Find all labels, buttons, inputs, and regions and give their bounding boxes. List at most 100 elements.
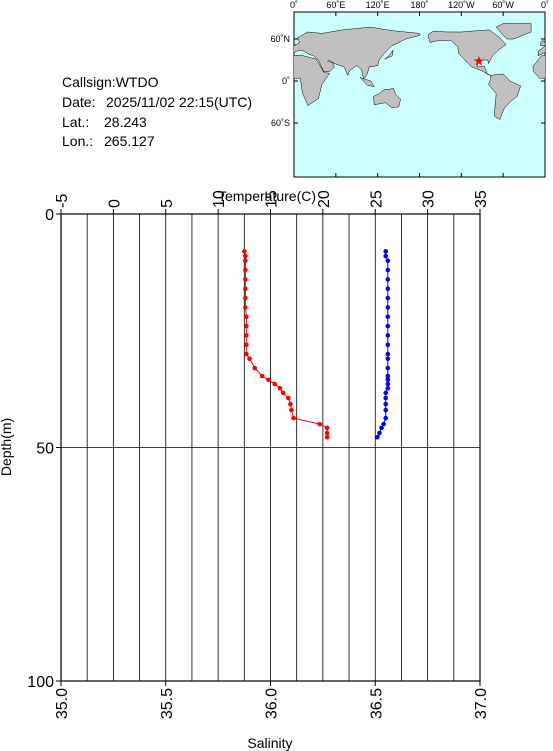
profile-point bbox=[243, 253, 248, 259]
profile-point bbox=[383, 395, 389, 401]
map-lon-label: 180˚ bbox=[410, 0, 428, 10]
profile-point bbox=[252, 365, 258, 371]
profile-point bbox=[289, 407, 294, 413]
profile-point bbox=[277, 385, 283, 391]
profile-point bbox=[247, 356, 252, 362]
continent bbox=[177, 30, 255, 76]
profile-point bbox=[383, 407, 389, 413]
continent bbox=[488, 73, 521, 120]
profile-point bbox=[385, 277, 391, 282]
profile-point bbox=[383, 401, 389, 407]
profile-point bbox=[385, 373, 391, 379]
profile-point bbox=[324, 434, 330, 440]
profile-point bbox=[244, 323, 249, 329]
map-lon-label: 0˚ bbox=[290, 0, 298, 10]
x2-tick-label: 35 bbox=[473, 190, 490, 208]
profile-point bbox=[385, 258, 391, 264]
profile-point bbox=[288, 401, 293, 407]
profile-point bbox=[266, 377, 271, 383]
continent bbox=[532, 55, 545, 79]
continent bbox=[294, 54, 331, 106]
x2-tick-label: 25 bbox=[368, 190, 385, 208]
x2-tick-label: 5 bbox=[159, 199, 176, 208]
profile-point bbox=[244, 351, 249, 357]
map-lat-label: 60˚S bbox=[271, 118, 290, 128]
profile-point bbox=[385, 333, 391, 338]
x2-tick-label: 20 bbox=[316, 190, 333, 208]
x-tick-label: 36.5 bbox=[368, 688, 385, 719]
profile-point bbox=[383, 390, 389, 396]
x2-tick-label: 0 bbox=[106, 199, 123, 208]
profile-point bbox=[385, 323, 391, 329]
map-land bbox=[177, 23, 545, 120]
profile-point bbox=[385, 377, 391, 383]
profile-point bbox=[243, 295, 248, 301]
lat-label: Lat.: bbox=[62, 114, 89, 130]
profile-point bbox=[244, 333, 249, 338]
map-lon-label: 120˚E bbox=[366, 0, 390, 10]
profile-point bbox=[377, 430, 382, 436]
profile-point bbox=[243, 305, 248, 310]
y-tick-label: 0 bbox=[45, 207, 54, 224]
profile-point bbox=[244, 342, 249, 348]
profile-point bbox=[385, 267, 391, 273]
profile-point bbox=[385, 365, 391, 371]
continent bbox=[495, 23, 532, 40]
profile-point bbox=[385, 286, 391, 292]
profile-point bbox=[385, 314, 391, 320]
map-lat-label: 0˚ bbox=[282, 76, 290, 86]
profile-point bbox=[324, 425, 330, 431]
profile-point bbox=[383, 253, 389, 259]
x-tick-label: 37.0 bbox=[473, 688, 490, 719]
profile-point bbox=[280, 390, 286, 396]
profile-point bbox=[291, 415, 296, 421]
y-tick-label: 100 bbox=[27, 674, 54, 691]
profile-point bbox=[385, 342, 391, 348]
date: 2025/11/02 22:15(UTC) bbox=[106, 94, 252, 110]
callsign: Callsign:WTDO bbox=[62, 74, 159, 90]
profile-point bbox=[385, 356, 391, 362]
profile-point bbox=[385, 351, 391, 357]
profile-point bbox=[243, 286, 248, 292]
profile-point bbox=[385, 381, 391, 387]
profile-point bbox=[242, 249, 247, 254]
y-axis-label: Depth(m) bbox=[0, 418, 14, 476]
world-map bbox=[177, 11, 546, 178]
profile-point bbox=[379, 425, 384, 431]
y-tick-label: 50 bbox=[36, 441, 54, 458]
x2-axis-label: Temperature(C) bbox=[218, 188, 316, 204]
profile-line bbox=[376, 251, 389, 438]
map-lon-label: 120˚W bbox=[448, 0, 475, 10]
map-lat-label: 60˚N bbox=[270, 34, 290, 44]
x2-tick-label: 15 bbox=[264, 190, 281, 208]
x-axis-label: Salinity bbox=[247, 735, 292, 751]
map-lon-label: 60˚W bbox=[492, 0, 514, 10]
continent bbox=[537, 45, 545, 57]
map-lon-label: 60˚E bbox=[326, 0, 345, 10]
continent bbox=[294, 42, 296, 46]
continent bbox=[384, 49, 394, 60]
profile-point bbox=[381, 421, 386, 427]
continent bbox=[540, 40, 545, 47]
profile-point bbox=[243, 267, 248, 273]
profile-point bbox=[317, 421, 323, 427]
lon-label: Lon.: bbox=[62, 133, 93, 149]
continent bbox=[373, 87, 401, 108]
profile-point bbox=[286, 395, 291, 401]
date-label: Date: bbox=[62, 94, 95, 110]
continent bbox=[294, 26, 420, 81]
profile-point bbox=[259, 373, 265, 379]
station-marker bbox=[473, 55, 485, 66]
profile-point bbox=[383, 415, 389, 421]
x-tick-label: 35.0 bbox=[54, 688, 71, 719]
profile-point bbox=[244, 314, 249, 320]
profile-point bbox=[243, 277, 248, 282]
profile-line bbox=[243, 251, 328, 438]
profile-point bbox=[375, 434, 380, 440]
x2-tick-label: 30 bbox=[421, 190, 438, 208]
x2-tick-label: 10 bbox=[211, 190, 228, 208]
continent bbox=[359, 76, 375, 87]
profile-point bbox=[383, 249, 389, 254]
lat: 28.243 bbox=[104, 114, 147, 130]
